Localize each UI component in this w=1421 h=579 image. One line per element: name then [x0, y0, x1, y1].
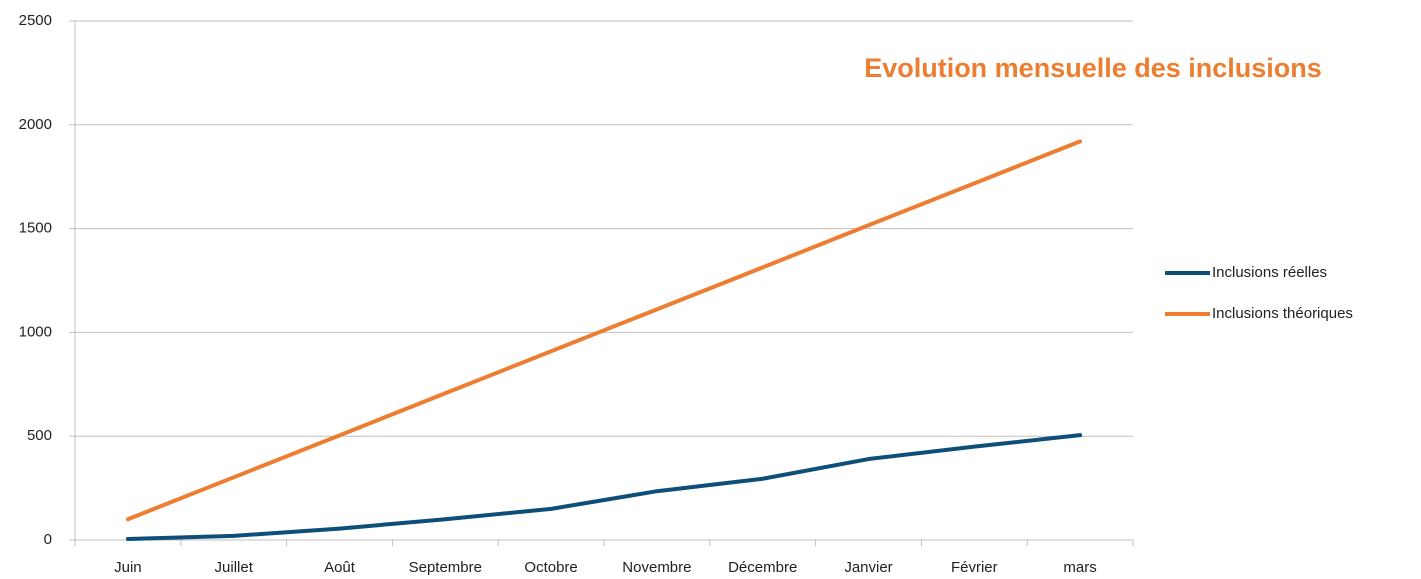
x-tick-label: Novembre	[622, 559, 691, 576]
y-tick-label: 500	[27, 427, 52, 444]
y-tick-label: 2000	[19, 116, 52, 133]
x-tick-label: Juillet	[215, 559, 254, 576]
y-tick-label: 1500	[19, 220, 52, 237]
x-tick-label: Décembre	[728, 559, 797, 576]
x-tick-label: mars	[1063, 559, 1096, 576]
x-tick-label: Octobre	[524, 559, 577, 576]
x-tick-label: Août	[324, 559, 356, 576]
x-tick-label: Juin	[114, 559, 142, 576]
chart-title: Evolution mensuelle des inclusions	[864, 53, 1322, 83]
legend-label: Inclusions théoriques	[1212, 305, 1353, 322]
legend-label: Inclusions réelles	[1212, 264, 1327, 281]
x-tick-label: Janvier	[844, 559, 892, 576]
y-tick-label: 1000	[19, 323, 52, 340]
y-tick-label: 2500	[19, 12, 52, 29]
series-line	[125, 139, 1083, 522]
x-tick-label: Février	[951, 559, 998, 576]
x-tick-label: Septembre	[409, 559, 482, 576]
series-line	[125, 433, 1083, 541]
y-tick-label: 0	[44, 531, 52, 548]
